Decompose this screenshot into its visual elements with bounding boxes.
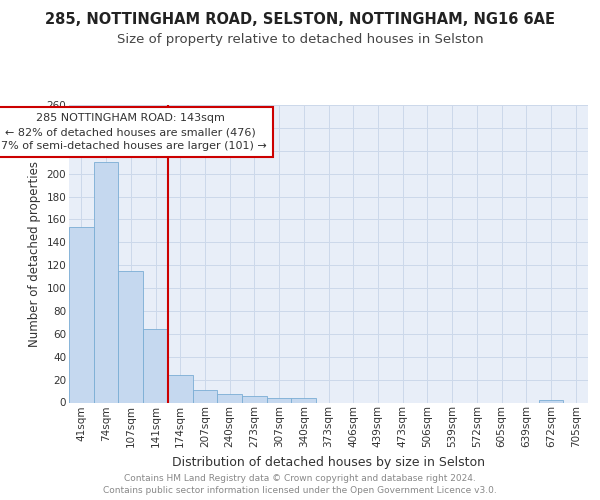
Bar — [292, 398, 316, 402]
Bar — [217, 394, 242, 402]
Text: 285 NOTTINGHAM ROAD: 143sqm
← 82% of detached houses are smaller (476)
17% of se: 285 NOTTINGHAM ROAD: 143sqm ← 82% of det… — [0, 113, 267, 151]
Text: Contains HM Land Registry data © Crown copyright and database right 2024.
Contai: Contains HM Land Registry data © Crown c… — [103, 474, 497, 495]
Bar — [193, 390, 217, 402]
Bar — [267, 398, 292, 402]
Text: 285, NOTTINGHAM ROAD, SELSTON, NOTTINGHAM, NG16 6AE: 285, NOTTINGHAM ROAD, SELSTON, NOTTINGHA… — [45, 12, 555, 28]
X-axis label: Distribution of detached houses by size in Selston: Distribution of detached houses by size … — [172, 456, 485, 468]
Bar — [118, 271, 143, 402]
Bar — [143, 330, 168, 402]
Bar — [94, 162, 118, 402]
Text: Size of property relative to detached houses in Selston: Size of property relative to detached ho… — [116, 32, 484, 46]
Bar — [242, 396, 267, 402]
Y-axis label: Number of detached properties: Number of detached properties — [28, 161, 41, 347]
Bar — [539, 400, 563, 402]
Bar — [168, 375, 193, 402]
Bar — [69, 228, 94, 402]
